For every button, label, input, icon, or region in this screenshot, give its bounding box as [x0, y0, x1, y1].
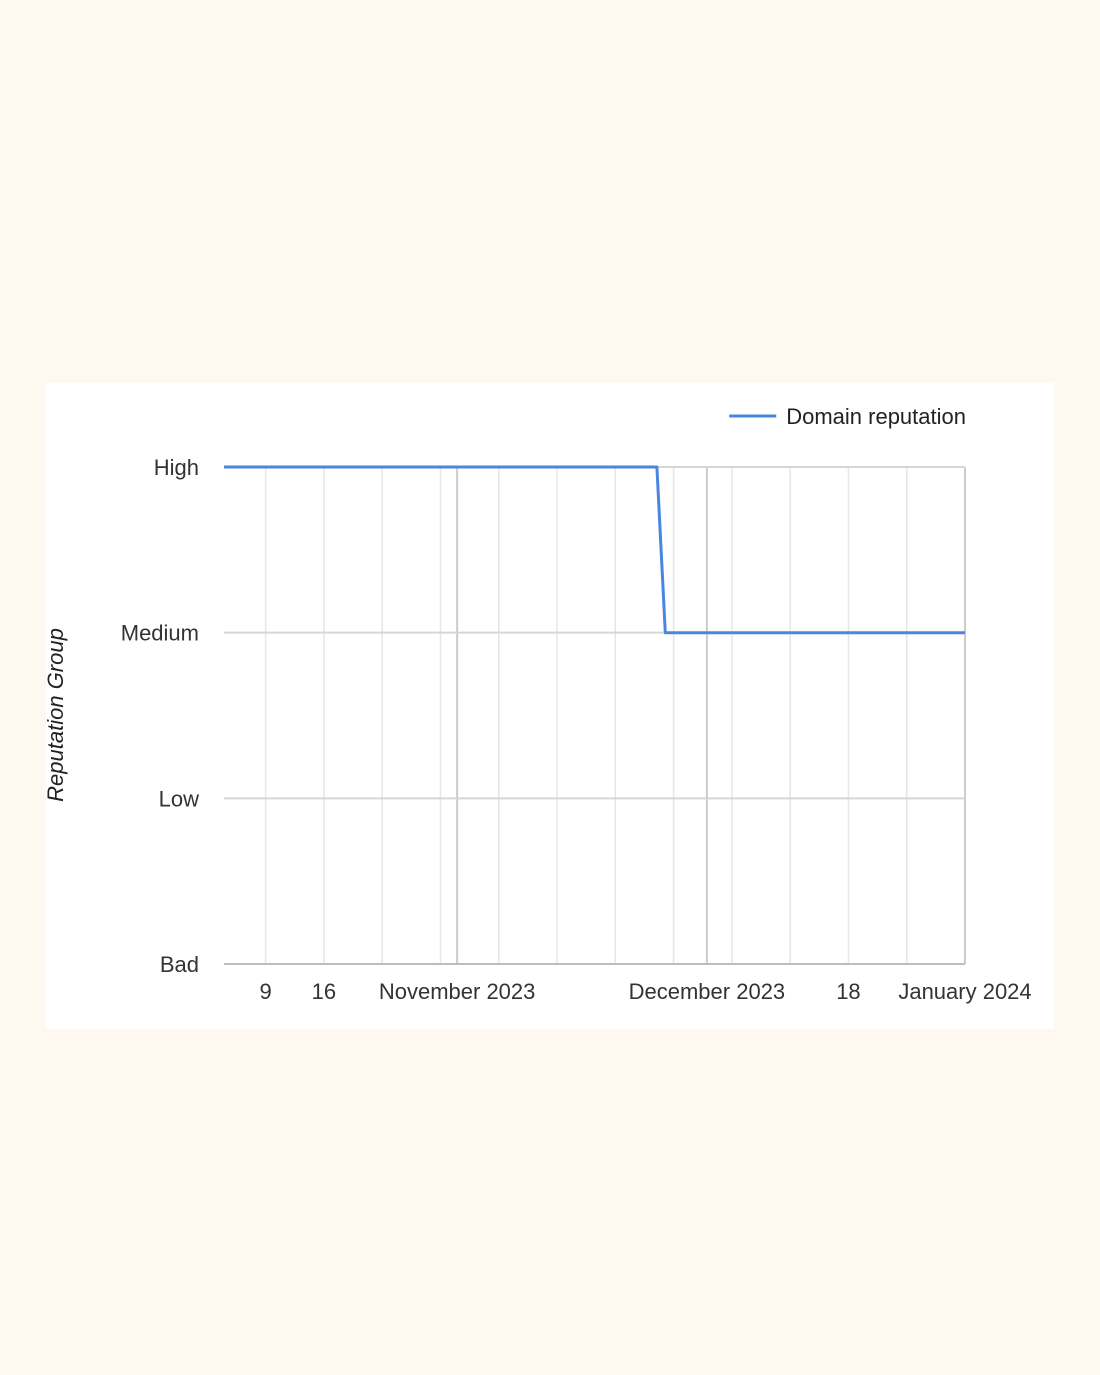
axis-layer: 9 16 18 November 2023 December 2023 January 2… — [121, 455, 1032, 1004]
grid-layer — [224, 466, 966, 965]
x-tick-label: December 2023 — [629, 979, 786, 1004]
y-axis-title: Reputation Group — [43, 628, 68, 802]
x-tick-label: 18 — [836, 979, 860, 1004]
chart-card — [46, 383, 1054, 1029]
series-line — [224, 465, 965, 635]
x-tick-label: January 2024 — [898, 979, 1031, 1004]
y-tick-label: Medium — [121, 621, 199, 646]
legend: Domain reputation — [729, 404, 966, 429]
x-tick-label: November 2023 — [379, 979, 536, 1004]
y-tick-label: Bad — [160, 952, 199, 977]
y-tick-label: Low — [159, 786, 199, 811]
series-layer — [224, 465, 965, 635]
legend-label: Domain reputation — [786, 404, 966, 429]
x-tick-label: 16 — [312, 979, 336, 1004]
y-tick-label: High — [154, 455, 199, 480]
x-tick-label: 9 — [260, 979, 272, 1004]
